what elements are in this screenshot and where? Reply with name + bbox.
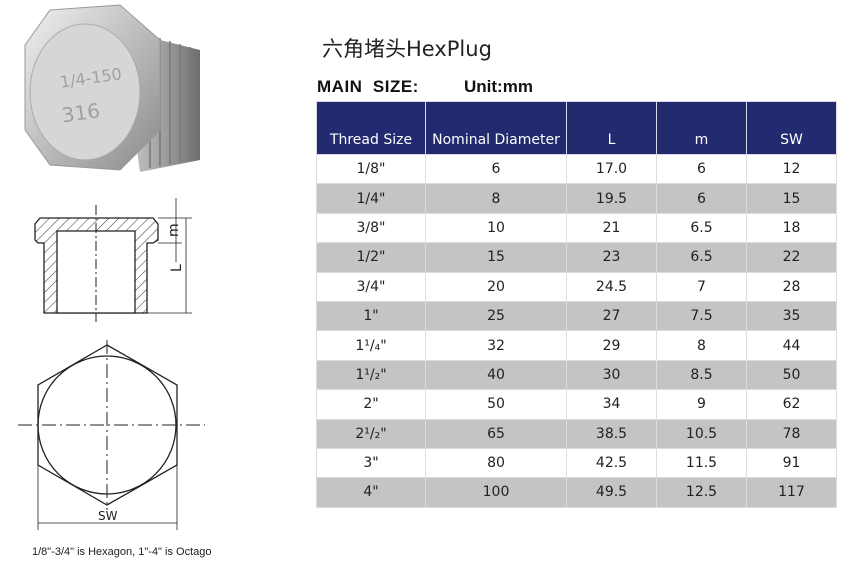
cell-sw: 44 [746, 330, 837, 361]
cell-sw: 62 [746, 389, 837, 420]
cell-l: 30 [566, 359, 657, 391]
cell-thread: 2" [316, 389, 426, 420]
cell-nominal: 20 [425, 271, 567, 302]
shape-note: 1/8"-3/4" is Hexagon, 1"-4" is Octago [32, 546, 212, 558]
table-row: 2" 50 34 9 62 [316, 389, 837, 420]
cell-m: 12.5 [656, 477, 747, 508]
product-photo: 1/4-150 316 [24, 4, 200, 172]
cell-sw: 28 [746, 271, 837, 302]
cell-sw: 78 [746, 418, 837, 449]
product-drawings: 1/4-150 316 m L SW [18, 4, 205, 530]
main-size-label: MAIN SIZE: [317, 77, 419, 96]
cell-thread: 1¹/₄" [316, 330, 426, 361]
cell-nominal: 100 [425, 477, 567, 508]
cell-l: 34 [566, 389, 657, 420]
table-row: 4" 100 49.5 12.5 117 [316, 477, 837, 508]
table-row: 1/4" 8 19.5 6 15 [316, 183, 837, 214]
cell-thread: 1/4" [316, 183, 426, 214]
size-table: Thread Size Nominal Diameter L m SW 1/8"… [316, 101, 837, 508]
cell-l: 29 [566, 330, 657, 361]
table-row: 1¹/₄" 32 29 8 44 [316, 330, 837, 361]
header-l: L [566, 101, 657, 155]
cell-nominal: 10 [425, 212, 567, 244]
cell-m: 8.5 [656, 359, 747, 391]
cell-thread: 1/8" [316, 153, 426, 185]
table-row: 2¹/₂" 65 38.5 10.5 78 [316, 418, 837, 449]
cell-sw: 12 [746, 153, 837, 185]
cell-nominal: 8 [425, 183, 567, 214]
cell-thread: 4" [316, 477, 426, 508]
cell-sw: 117 [746, 477, 837, 508]
cell-l: 24.5 [566, 271, 657, 302]
cell-nominal: 65 [425, 418, 567, 449]
cell-thread: 3" [316, 447, 426, 479]
cell-sw: 15 [746, 183, 837, 214]
dimension-sw-label: SW [98, 509, 118, 523]
cell-sw: 35 [746, 300, 837, 332]
table-row: 1" 25 27 7.5 35 [316, 300, 837, 332]
cell-nominal: 15 [425, 242, 567, 273]
cell-m: 7 [656, 271, 747, 302]
header-m: m [656, 101, 747, 155]
cell-m: 6 [656, 153, 747, 185]
header-sw: SW [746, 101, 837, 155]
cell-m: 11.5 [656, 447, 747, 479]
cell-nominal: 80 [425, 447, 567, 479]
cell-l: 42.5 [566, 447, 657, 479]
cell-nominal: 6 [425, 153, 567, 185]
cell-thread: 3/4" [316, 271, 426, 302]
cell-l: 49.5 [566, 477, 657, 508]
cell-nominal: 40 [425, 359, 567, 391]
cell-l: 23 [566, 242, 657, 273]
table-row: 3/8" 10 21 6.5 18 [316, 212, 837, 244]
cell-m: 8 [656, 330, 747, 361]
cell-l: 21 [566, 212, 657, 244]
cell-thread: 1/2" [316, 242, 426, 273]
header-nominal-diameter: Nominal Diameter [425, 101, 567, 155]
page-title: 六角堵头HexPlug [322, 37, 492, 61]
table-row: 1/2" 15 23 6.5 22 [316, 242, 837, 273]
table-row: 1/8" 6 17.0 6 12 [316, 153, 837, 185]
table-row: 3/4" 20 24.5 7 28 [316, 271, 837, 302]
cell-thread: 3/8" [316, 212, 426, 244]
cell-thread: 1¹/₂" [316, 359, 426, 391]
dimension-l-label: L [169, 264, 185, 272]
cell-nominal: 32 [425, 330, 567, 361]
header-thread-size: Thread Size [316, 101, 426, 155]
dimension-m-label: m [166, 223, 182, 237]
cell-sw: 18 [746, 212, 837, 244]
table-header: Thread Size Nominal Diameter L m SW [316, 101, 837, 155]
cell-l: 19.5 [566, 183, 657, 214]
cell-l: 38.5 [566, 418, 657, 449]
cell-thread: 2¹/₂" [316, 418, 426, 449]
cell-m: 6.5 [656, 212, 747, 244]
cell-m: 6 [656, 183, 747, 214]
table-row: 3" 80 42.5 11.5 91 [316, 447, 837, 479]
cell-thread: 1" [316, 300, 426, 332]
cell-nominal: 50 [425, 389, 567, 420]
section-drawing [34, 198, 192, 322]
cell-sw: 91 [746, 447, 837, 479]
cell-sw: 22 [746, 242, 837, 273]
cell-nominal: 25 [425, 300, 567, 332]
cell-m: 10.5 [656, 418, 747, 449]
cell-l: 27 [566, 300, 657, 332]
unit-label: Unit:mm [464, 77, 533, 96]
hex-top-view [18, 340, 205, 530]
cell-l: 17.0 [566, 153, 657, 185]
cell-m: 6.5 [656, 242, 747, 273]
cell-sw: 50 [746, 359, 837, 391]
table-row: 1¹/₂" 40 30 8.5 50 [316, 359, 837, 391]
svg-text:316: 316 [60, 98, 101, 127]
cell-m: 9 [656, 389, 747, 420]
cell-m: 7.5 [656, 300, 747, 332]
